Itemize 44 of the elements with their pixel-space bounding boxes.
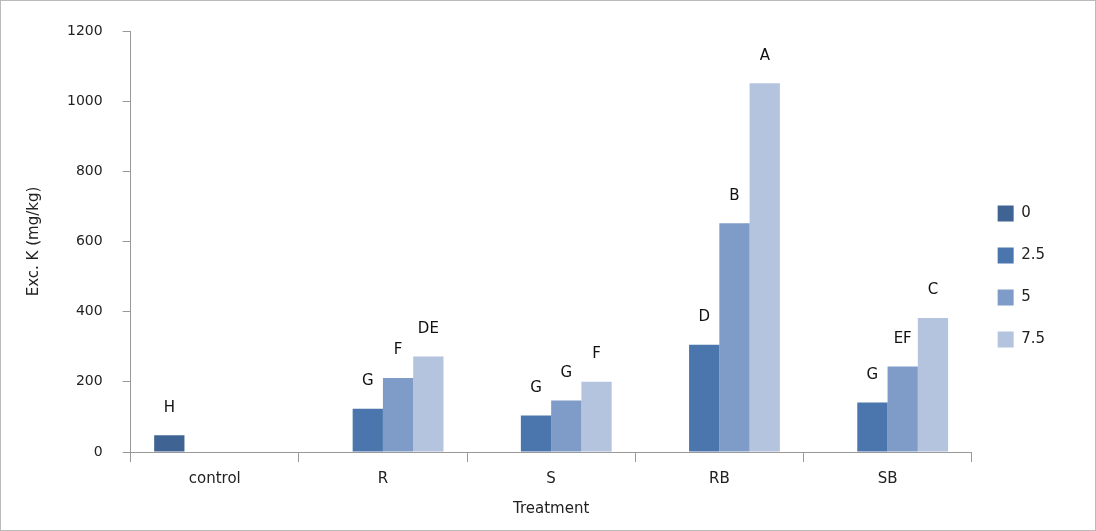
data-label: F xyxy=(393,340,403,359)
bar xyxy=(352,408,383,452)
x-tick-label: control xyxy=(188,468,241,487)
y-tick-label: 600 xyxy=(75,232,103,249)
data-label: DE xyxy=(417,318,439,337)
data-label: F xyxy=(592,344,601,363)
y-axis-title: Exc. K (mg/kg) xyxy=(23,186,42,297)
x-tick-label: S xyxy=(546,468,556,487)
data-label: D xyxy=(698,307,710,326)
data-label: G xyxy=(560,362,573,381)
data-label: G xyxy=(866,364,879,383)
x-axis-title: Treatment xyxy=(511,498,590,517)
data-label: C xyxy=(927,280,939,299)
y-tick-label: 400 xyxy=(75,302,103,319)
bar xyxy=(382,377,414,452)
x-tick-label: RB xyxy=(708,468,730,487)
data-label: B xyxy=(729,185,740,204)
legend-label: 2.5 xyxy=(1021,245,1045,264)
bar xyxy=(413,356,444,452)
legend-label: 0 xyxy=(1021,203,1031,222)
x-tick-label: SB xyxy=(877,468,898,487)
y-tick-label: 800 xyxy=(75,161,103,178)
bar xyxy=(857,402,888,452)
bar xyxy=(749,83,780,452)
bar xyxy=(719,223,750,452)
data-label: H xyxy=(163,397,175,416)
data-label: EF xyxy=(893,328,912,347)
bar xyxy=(887,366,918,452)
bar xyxy=(551,400,582,452)
legend-label: 7.5 xyxy=(1021,329,1045,348)
y-tick-label: 1000 xyxy=(66,91,103,108)
y-tick-label: 1200 xyxy=(66,21,103,38)
bar xyxy=(917,317,949,452)
x-tick-label: R xyxy=(377,468,389,487)
data-label: G xyxy=(530,377,542,396)
bar xyxy=(154,435,185,452)
bar xyxy=(520,415,552,452)
legend-label: 5 xyxy=(1021,287,1031,306)
bar xyxy=(581,381,612,452)
data-label: G xyxy=(361,371,374,390)
bar xyxy=(689,344,720,452)
y-tick-label: 200 xyxy=(75,372,103,389)
data-label: A xyxy=(759,45,771,64)
y-tick-label: 0 xyxy=(93,442,103,459)
